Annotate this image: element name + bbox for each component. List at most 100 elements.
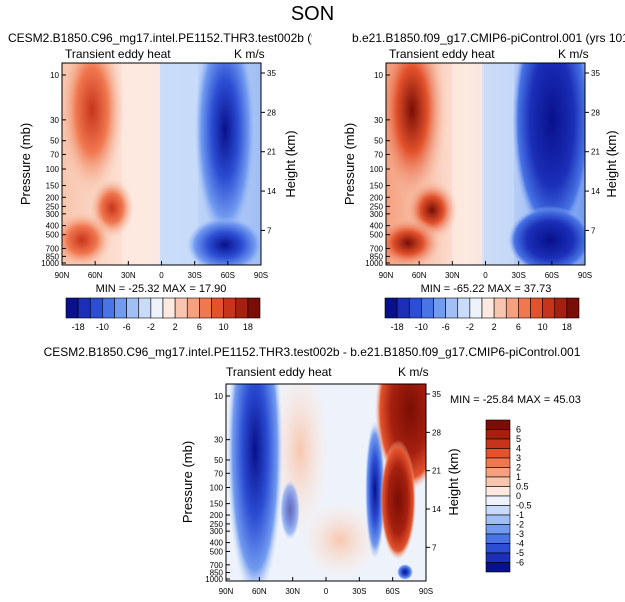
x-tick-label: 0 xyxy=(324,587,329,596)
colorbar-swatch xyxy=(114,297,127,319)
x-tick-label: 90S xyxy=(254,271,268,280)
diff-colorbar-label: -1 xyxy=(516,510,524,520)
panel-b-ylabel: Pressure (mb) xyxy=(342,123,357,205)
y-tick-label: 850 xyxy=(46,252,60,261)
colorbar-label: -6 xyxy=(442,322,450,332)
diff-colorbar-swatch xyxy=(485,486,511,497)
y-tick-label: 10 xyxy=(214,392,223,401)
y-right-tick-label: 28 xyxy=(267,108,276,117)
panel-b-title: b.e21.B1850.f09_g17.CMIP6-piControl.001 … xyxy=(352,31,625,45)
diff-colorbar-label: -5 xyxy=(516,548,524,558)
y-right-tick-label: 35 xyxy=(432,390,441,399)
diff-colorbar-label: -3 xyxy=(516,529,524,539)
diff-colorbar-swatch xyxy=(485,419,511,430)
panel-diff-ylabel-right: Height (km) xyxy=(446,448,461,515)
panel-b-ylabel-right: Height (km) xyxy=(604,130,619,197)
y-right-tick-label: 21 xyxy=(591,148,600,157)
panel-a-variable-label: Transient eddy heat xyxy=(65,47,171,61)
x-tick-label: 30N xyxy=(285,587,300,596)
panel-diff: CESM2.B1850.C96_mg17.intel.PE1152.THR3.t… xyxy=(44,345,581,596)
x-tick-label: 30S xyxy=(512,271,526,280)
y-tick-label: 100 xyxy=(46,165,60,174)
diff-colorbar-swatch xyxy=(485,562,511,573)
x-tick-label: 90N xyxy=(219,587,234,596)
x-tick-label: 60N xyxy=(88,271,103,280)
y-tick-label: 70 xyxy=(50,150,59,159)
y-tick-label: 50 xyxy=(214,456,223,465)
colorbar-label: 2 xyxy=(173,322,178,332)
y-tick-label: 1000 xyxy=(205,575,223,584)
diff-colorbar-swatch xyxy=(485,429,511,440)
diff-colorbar-swatch xyxy=(485,533,511,544)
panel-b-field xyxy=(386,63,585,265)
colorbar-label: -18 xyxy=(391,322,404,332)
x-tick-label: 30S xyxy=(188,271,202,280)
y-tick-label: 150 xyxy=(46,182,60,191)
x-tick-label: 30N xyxy=(445,271,460,280)
colorbar-swatch xyxy=(518,297,531,319)
y-tick-label: 30 xyxy=(50,116,59,125)
diff-colorbar-label: 0.5 xyxy=(516,482,529,492)
colorbar-swatch xyxy=(408,297,422,319)
diff-colorbar-label: -2 xyxy=(516,520,524,530)
panel-diff-ylabel: Pressure (mb) xyxy=(180,441,195,523)
x-tick-label: 90S xyxy=(578,271,592,280)
diff-colorbar-swatch xyxy=(485,438,511,449)
x-tick-label: 90N xyxy=(379,271,394,280)
colorbar-swatch xyxy=(505,297,519,319)
colorbar-swatch xyxy=(445,297,459,319)
y-tick-label: 850 xyxy=(370,252,384,261)
colorbar-swatch xyxy=(186,297,200,319)
diff-colorbar-label: 4 xyxy=(516,444,521,454)
panel-a: CESM2.B1850.C96_mg17.intel.PE1152.THR3.t… xyxy=(8,31,312,295)
x-tick-label: 60S xyxy=(221,271,235,280)
y-tick-label: 700 xyxy=(370,244,384,253)
panel-a-field xyxy=(62,63,261,265)
panel-diff-units: K m/s xyxy=(398,365,429,379)
colorbar-label: 10 xyxy=(538,322,548,332)
colorbar-label: -10 xyxy=(415,322,428,332)
y-right-tick-label: 21 xyxy=(267,148,276,157)
colorbar-label: 18 xyxy=(243,322,253,332)
diff-colorbar-swatch xyxy=(485,495,511,506)
y-right-tick-label: 14 xyxy=(432,505,441,514)
y-tick-label: 500 xyxy=(370,231,384,240)
colorbar-swatch xyxy=(174,297,188,319)
colorbar-label: 18 xyxy=(562,322,572,332)
colorbar-label: -10 xyxy=(96,322,109,332)
colorbar-swatch xyxy=(469,297,483,319)
diff-colorbar-label: 3 xyxy=(516,453,521,463)
colorbar-label: -2 xyxy=(466,322,474,332)
colorbar-swatch xyxy=(554,297,568,319)
diff-colorbar-swatch xyxy=(485,543,511,554)
y-tick-label: 300 xyxy=(370,210,384,219)
colorbar-label: 2 xyxy=(492,322,497,332)
y-tick-label: 700 xyxy=(210,561,224,570)
y-tick-label: 500 xyxy=(210,547,224,556)
colorbar-swatch xyxy=(433,297,446,319)
diff-colorbar-swatch xyxy=(485,467,511,478)
y-right-tick-label: 14 xyxy=(267,187,276,196)
colorbar-swatch xyxy=(493,297,507,319)
diff-colorbar-label: -6 xyxy=(516,558,524,568)
y-tick-label: 100 xyxy=(370,165,384,174)
y-right-tick-label: 21 xyxy=(432,467,441,476)
diff-colorbar-label: 2 xyxy=(516,463,521,473)
colorbar-swatch xyxy=(162,297,176,319)
y-tick-label: 400 xyxy=(46,222,60,231)
colorbar-swatch xyxy=(247,297,261,319)
y-tick-label: 400 xyxy=(210,539,224,548)
y-tick-label: 500 xyxy=(46,231,60,240)
panel-b-units: K m/s xyxy=(558,47,589,61)
y-right-tick-label: 28 xyxy=(591,108,600,117)
main-colorbars: -18 -10 -6 -2 2 6 10 18 -18 -10 -6 -2 2 6 10 18 xyxy=(65,297,580,332)
y-right-tick-label: 35 xyxy=(591,69,600,78)
colorbar-swatch xyxy=(421,297,434,319)
x-tick-label: 0 xyxy=(483,271,488,280)
y-tick-label: 30 xyxy=(214,436,223,445)
x-tick-label: 60N xyxy=(252,587,267,596)
panel-a-stats: MIN = -25.32 MAX = 17.90 xyxy=(96,283,227,295)
colorbar-swatch xyxy=(384,297,398,319)
panel-a-ylabel: Pressure (mb) xyxy=(18,123,33,205)
panel-diff-title: CESM2.B1850.C96_mg17.intel.PE1152.THR3.t… xyxy=(44,345,581,359)
